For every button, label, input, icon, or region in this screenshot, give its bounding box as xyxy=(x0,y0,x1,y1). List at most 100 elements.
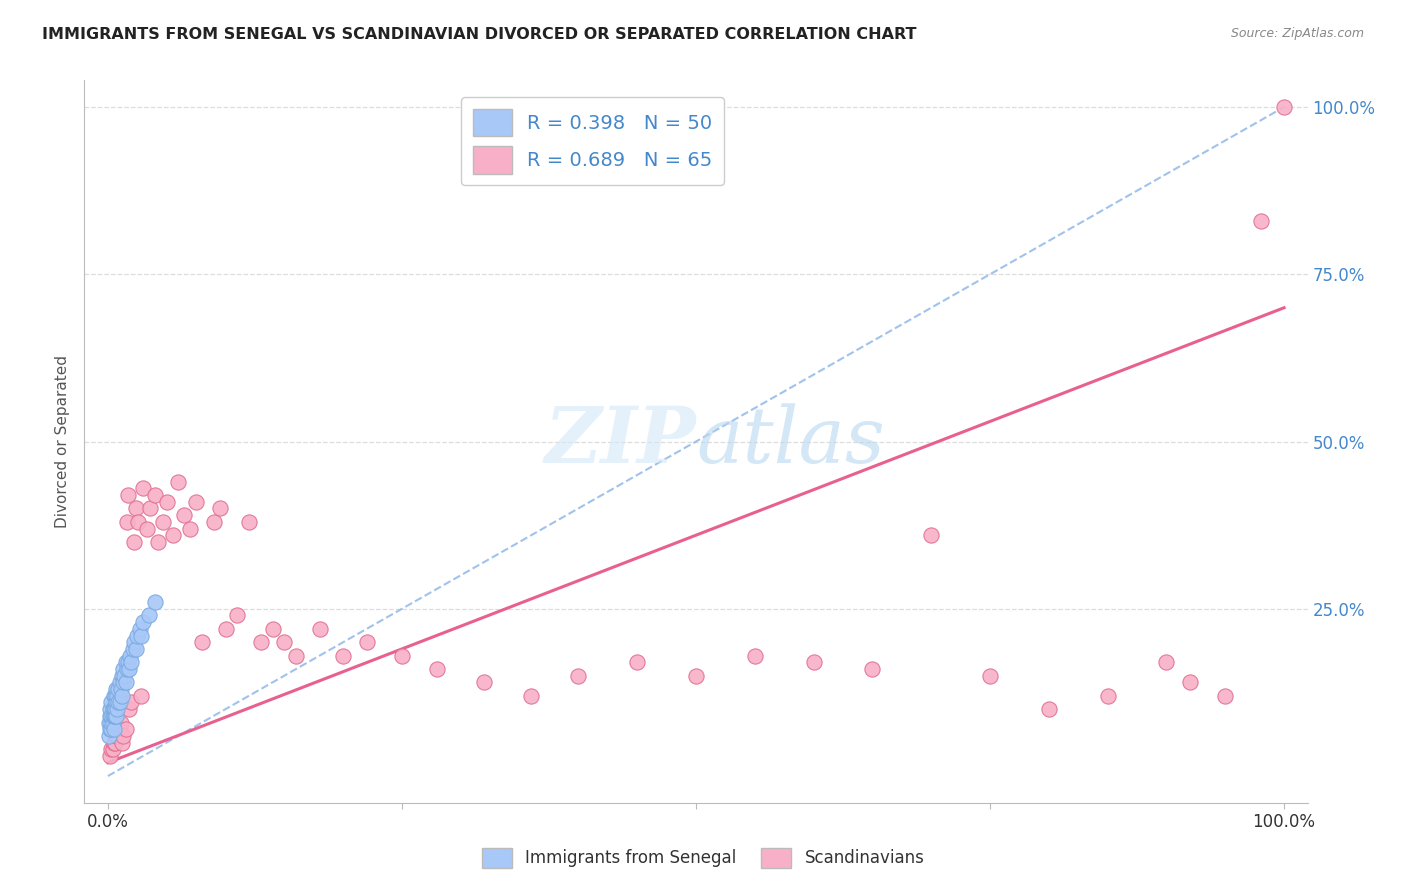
Point xyxy=(117,655,139,669)
Point xyxy=(100,723,122,737)
Point xyxy=(191,635,214,649)
Point xyxy=(104,708,127,723)
Text: ZIP: ZIP xyxy=(544,403,696,480)
Point xyxy=(105,681,128,696)
Point xyxy=(100,742,122,756)
Point xyxy=(143,488,166,502)
Point xyxy=(101,715,124,730)
Point xyxy=(100,696,122,710)
Point xyxy=(391,648,413,663)
Point xyxy=(118,662,141,676)
Point xyxy=(308,622,330,636)
Point xyxy=(98,729,121,743)
Point xyxy=(332,648,354,663)
Point xyxy=(103,689,125,703)
Point xyxy=(112,729,135,743)
Point xyxy=(121,642,143,657)
Point xyxy=(426,662,449,676)
Text: IMMIGRANTS FROM SENEGAL VS SCANDINAVIAN DIVORCED OR SEPARATED CORRELATION CHART: IMMIGRANTS FROM SENEGAL VS SCANDINAVIAN … xyxy=(42,27,917,42)
Point xyxy=(1097,689,1119,703)
Point xyxy=(920,528,942,542)
Point xyxy=(114,675,136,690)
Point xyxy=(156,494,179,508)
Point xyxy=(138,608,160,623)
Point xyxy=(179,521,201,535)
Point xyxy=(105,708,128,723)
Point xyxy=(104,689,127,703)
Point xyxy=(249,635,271,649)
Point xyxy=(98,702,121,716)
Point xyxy=(1178,675,1201,690)
Point xyxy=(107,696,129,710)
Point xyxy=(1213,689,1236,703)
Point xyxy=(105,689,128,703)
Point xyxy=(860,662,883,676)
Point xyxy=(107,723,129,737)
Point xyxy=(148,535,170,549)
Point xyxy=(100,708,122,723)
Point xyxy=(98,715,121,730)
Point xyxy=(744,648,766,663)
Y-axis label: Divorced or Separated: Divorced or Separated xyxy=(55,355,70,528)
Point xyxy=(132,482,155,496)
Point xyxy=(1156,655,1178,669)
Point xyxy=(122,535,145,549)
Point xyxy=(101,702,124,716)
Point xyxy=(803,655,825,669)
Point xyxy=(112,669,135,683)
Point xyxy=(108,723,131,737)
Point xyxy=(128,622,150,636)
Point xyxy=(129,689,152,703)
Point xyxy=(115,515,138,529)
Point xyxy=(127,629,149,643)
Point xyxy=(356,635,378,649)
Text: atlas: atlas xyxy=(696,403,884,480)
Point xyxy=(101,742,124,756)
Point xyxy=(520,689,543,703)
Point xyxy=(162,528,184,542)
Point xyxy=(110,715,132,730)
Point xyxy=(139,501,162,516)
Point xyxy=(238,515,260,529)
Point xyxy=(152,515,174,529)
Point xyxy=(114,723,136,737)
Point xyxy=(184,494,207,508)
Point xyxy=(132,615,155,630)
Point xyxy=(273,635,295,649)
Point xyxy=(122,635,145,649)
Legend: R = 0.398   N = 50, R = 0.689   N = 65: R = 0.398 N = 50, R = 0.689 N = 65 xyxy=(461,97,724,186)
Point xyxy=(167,475,190,489)
Point xyxy=(173,508,195,523)
Point xyxy=(101,708,124,723)
Point xyxy=(103,735,125,749)
Point xyxy=(105,729,128,743)
Point xyxy=(120,655,142,669)
Point xyxy=(103,723,125,737)
Point xyxy=(979,669,1001,683)
Point xyxy=(111,669,134,683)
Point xyxy=(104,735,127,749)
Point xyxy=(125,642,148,657)
Legend: Immigrants from Senegal, Scandinavians: Immigrants from Senegal, Scandinavians xyxy=(475,841,931,875)
Point xyxy=(105,702,128,716)
Point xyxy=(285,648,308,663)
Point xyxy=(1038,702,1060,716)
Point xyxy=(226,608,249,623)
Point xyxy=(100,715,122,730)
Point xyxy=(202,515,225,529)
Point xyxy=(105,696,128,710)
Point xyxy=(104,702,127,716)
Point xyxy=(118,702,141,716)
Point xyxy=(472,675,495,690)
Point xyxy=(626,655,648,669)
Point xyxy=(1250,213,1272,227)
Point xyxy=(117,488,139,502)
Point xyxy=(1272,100,1295,114)
Point xyxy=(111,689,134,703)
Point xyxy=(112,662,135,676)
Point xyxy=(127,515,149,529)
Point xyxy=(107,681,129,696)
Point xyxy=(103,702,125,716)
Text: Source: ZipAtlas.com: Source: ZipAtlas.com xyxy=(1230,27,1364,40)
Point xyxy=(98,749,121,764)
